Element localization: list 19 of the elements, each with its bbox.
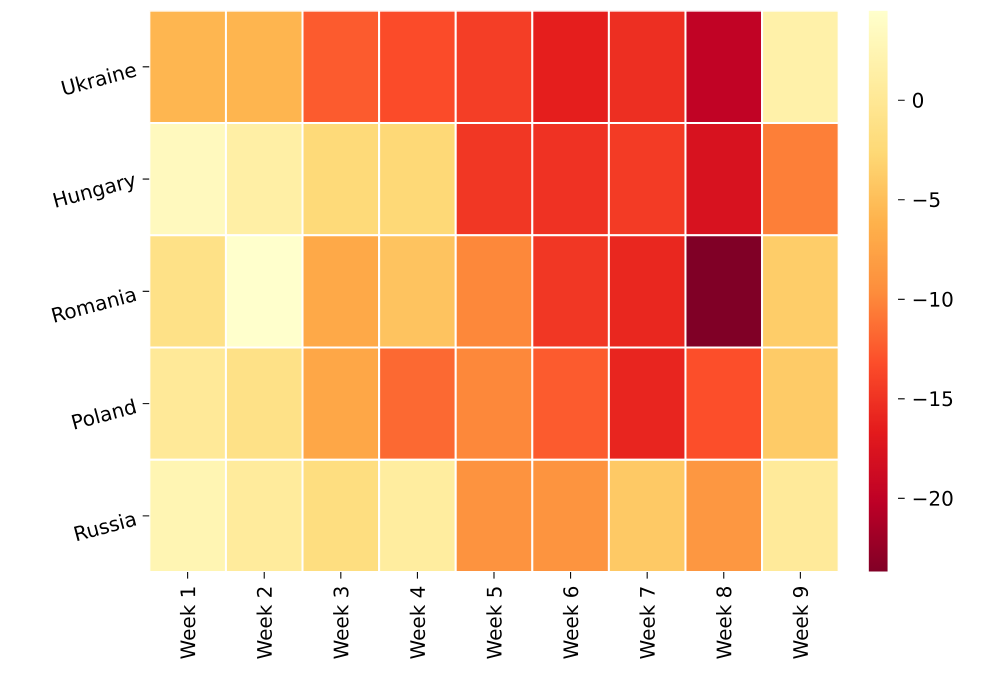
- color-bar-label: −20: [914, 490, 953, 506]
- x-tick-label: Week 6: [562, 587, 578, 659]
- x-tick-label: Week 8: [716, 587, 732, 659]
- x-tick-label: Week 7: [639, 587, 655, 659]
- color-bar-label: −10: [914, 292, 953, 308]
- x-tick-label: Week 1: [180, 588, 196, 659]
- y-tick-label: Poland: [72, 398, 136, 430]
- color-bar-label: −15: [914, 392, 952, 406]
- x-tick-label: Week 5: [486, 588, 502, 659]
- x-tick-label: Week 4: [410, 586, 426, 659]
- y-tick-label: Russia: [74, 514, 136, 542]
- y-tick-label: Hungary: [52, 176, 134, 208]
- x-tick-label: Week 3: [333, 587, 349, 659]
- x-tick-label: Week 2: [256, 588, 272, 659]
- color-bar-label: −5: [914, 192, 940, 208]
- y-tick-label: Romania: [52, 289, 136, 323]
- y-tick-label: Ukraine: [61, 66, 136, 95]
- color-bar-label: 0: [912, 92, 924, 108]
- x-tick-label: Week 9: [792, 587, 808, 659]
